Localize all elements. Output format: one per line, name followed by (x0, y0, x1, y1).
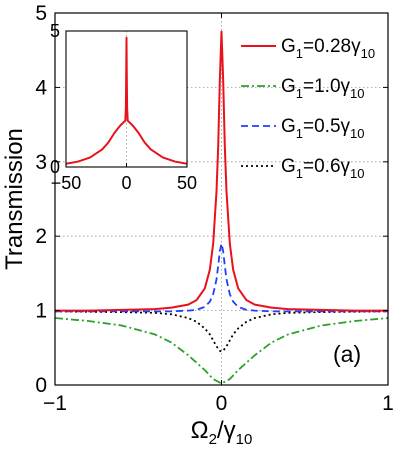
legend-label-main: G (281, 116, 296, 137)
legend-label-sub: 1 (296, 86, 303, 101)
legend-label-sub2: 10 (350, 126, 364, 141)
inset-series-line-0 (65, 36, 188, 165)
legend-label-main: G (281, 36, 296, 57)
x-axis-label-main: Ω (191, 417, 209, 444)
inset-x-tick-label: 0 (121, 173, 131, 193)
legend-label-sub: 1 (296, 166, 303, 181)
legend-label-2: G1=0.5γ10 (281, 116, 365, 141)
legend-label-sub: 1 (296, 126, 303, 141)
y-tick-label: 4 (35, 76, 47, 99)
legend-label-mid: =0.5γ (303, 116, 351, 137)
legend-label-mid: =0.28γ (303, 36, 361, 57)
legend-label-mid: =0.6γ (303, 156, 351, 177)
x-tick-label: 0 (216, 392, 228, 415)
legend-label-sub2: 10 (350, 86, 364, 101)
inset-y-tick-label: 5 (50, 21, 60, 41)
inset-x-tick-label: −50 (51, 173, 82, 193)
y-tick-label: 5 (35, 2, 47, 25)
legend-label-1: G1=1.0γ10 (281, 76, 365, 101)
x-tick-label: 1 (382, 392, 394, 415)
inset-series-group (65, 36, 188, 165)
series-line-2 (55, 242, 388, 313)
y-tick-label: 0 (35, 374, 47, 397)
y-tick-label: 2 (35, 225, 47, 248)
legend-label-sub2: 10 (361, 46, 375, 61)
legend-label-0: G1=0.28γ10 (281, 36, 375, 61)
inset-x-tick-label: 50 (177, 173, 197, 193)
y-axis-label: Transmission (1, 128, 28, 270)
x-axis-label: Ω2/γ10 (191, 417, 253, 448)
legend-label-main: G (281, 156, 296, 177)
y-tick-label: 3 (35, 151, 47, 174)
x-axis-label-sub: 2 (209, 431, 217, 448)
legend-label-mid: =1.0γ (303, 76, 351, 97)
series-line-1 (54, 317, 389, 385)
x-tick-label: −1 (43, 392, 67, 415)
y-tick-label: 1 (35, 300, 47, 323)
legend-label-main: G (281, 76, 296, 97)
legend-label-sub: 1 (296, 46, 303, 61)
x-axis-label-sub2: 10 (236, 431, 253, 448)
inset-y-tick-label: 0 (50, 157, 60, 177)
series-line-0 (55, 30, 388, 312)
legend-label-3: G1=0.6γ10 (281, 156, 365, 181)
legend-label-sub2: 10 (350, 166, 364, 181)
series-line-3 (54, 310, 389, 353)
main-series-group (54, 30, 389, 385)
panel-label: (a) (333, 341, 361, 367)
x-axis-label-mid: /γ (217, 417, 236, 444)
